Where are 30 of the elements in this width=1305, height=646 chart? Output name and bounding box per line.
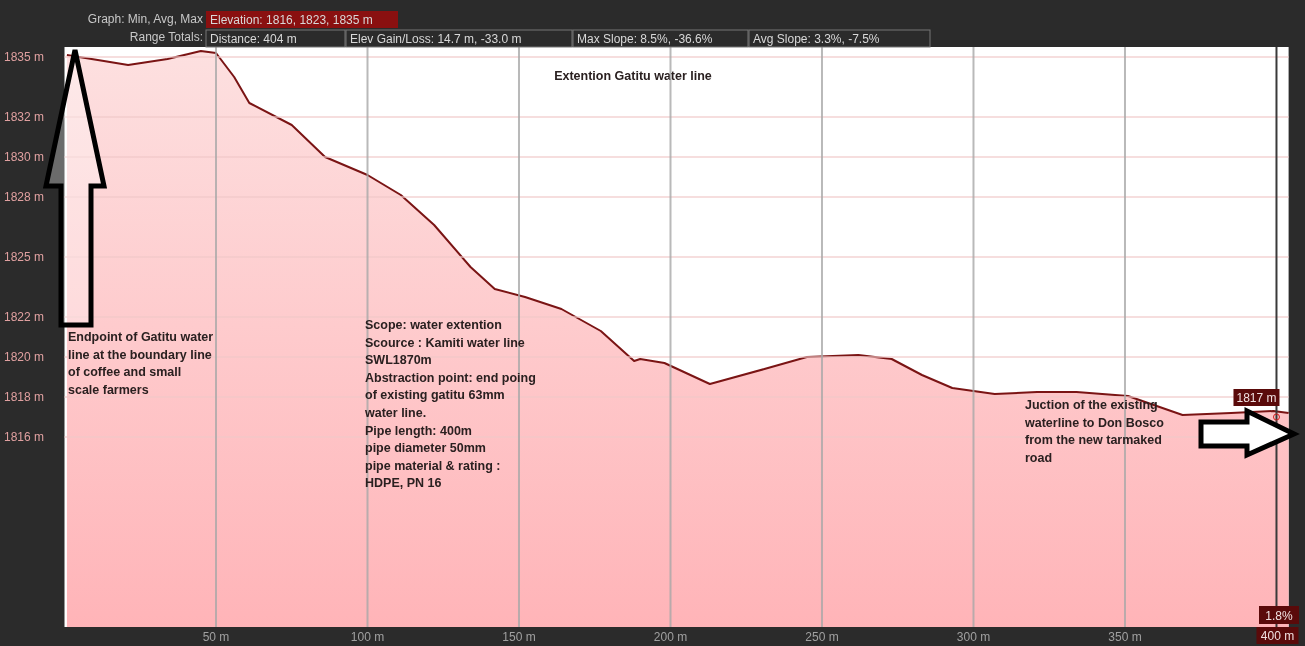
y-tick-label: 1828 m <box>4 190 45 204</box>
text: Scope: water extention Scource : Kamiti water line SWL1870m Abstraction point: end poing of existing gatitu 63mm water line. Pipe length: 400m pipe diameter 50mm pipe material & rating : HDPE, PN 16 <box>365 318 536 491</box>
y-tick-label: 1830 m <box>4 150 45 164</box>
y-tick-label: 1825 m <box>4 250 45 264</box>
x-tick-label: 150 m <box>502 630 536 644</box>
x-tick-label: 200 m <box>653 630 688 644</box>
annotation: 1.8% <box>1265 609 1293 623</box>
y-tick-label: 1822 m <box>4 310 45 324</box>
x-tick-label: 250 m <box>805 630 839 644</box>
ref-line-label: 400 m <box>1260 629 1295 643</box>
x-tick-label: 100 m <box>350 630 385 644</box>
y-tick-label: 1835 m <box>4 50 45 64</box>
text: Graph: Min, Avg, Max <box>87 12 203 26</box>
text: Elevation: 1816, 1823, 1835 m <box>210 13 373 27</box>
text: Elev Gain/Loss: 14.7 m, -33.0 m <box>350 32 522 46</box>
x-tick-label: 50 m <box>202 630 230 644</box>
text: Range Totals: <box>129 30 203 44</box>
annotation: Endpoint of Gatitu water line at the boundary line of coffee and small scale farmers <box>68 330 214 397</box>
text: Extention Gatitu water line <box>554 69 712 83</box>
y-tick-label: 1820 m <box>4 350 45 364</box>
text: Avg Slope: 3.3%, -7.5% <box>753 32 880 46</box>
annotation: Juction of the existing waterline to Don Bosco from the new tarmaked road <box>1024 398 1165 465</box>
text: Distance: 404 m <box>210 32 297 46</box>
y-tick-label: 1818 m <box>4 390 45 404</box>
y-tick-label: 1816 m <box>4 430 45 444</box>
x-tick-label: 300 m <box>956 630 991 644</box>
annotation: 1817 m <box>1236 391 1277 405</box>
x-tick-label: 350 m <box>1108 630 1142 644</box>
y-tick-label: 1832 m <box>4 110 45 124</box>
text: Max Slope: 8.5%, -36.6% <box>577 32 713 46</box>
